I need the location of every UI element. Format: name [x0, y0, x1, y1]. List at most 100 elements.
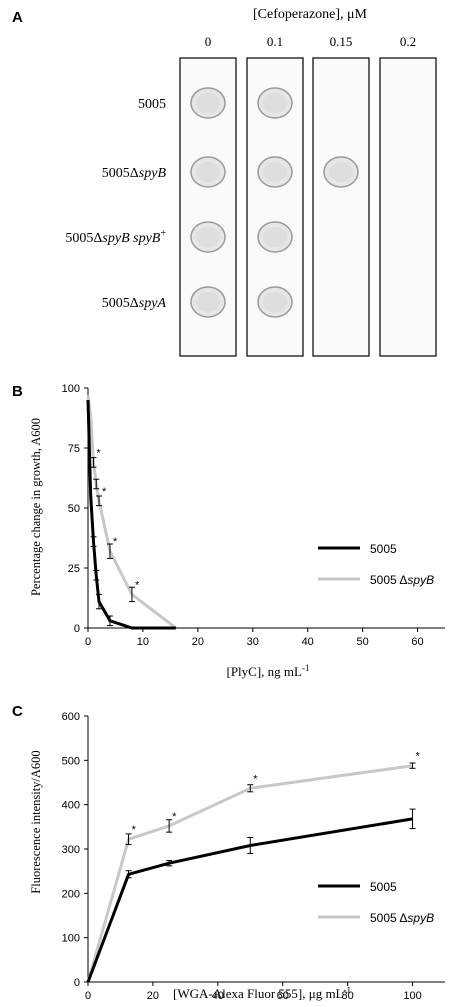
- series-line: [86, 399, 176, 630]
- concentration-label: 0.1: [267, 34, 283, 49]
- error-bar: [247, 784, 254, 793]
- y-tick-label: 100: [62, 933, 80, 945]
- panel-b-ylabel: Percentage change in growth, A600: [29, 418, 43, 596]
- x-tick-label: 30: [247, 636, 259, 648]
- error-bar: [247, 836, 254, 854]
- y-tick-label: 0: [74, 623, 80, 635]
- concentration-label: 0.2: [400, 34, 416, 49]
- y-tick-label: 25: [68, 563, 80, 575]
- legend-label-5005: 5005: [370, 880, 397, 894]
- y-tick-label: 100: [62, 383, 80, 395]
- panel-b-legend: 5005 5005 ΔspyB: [318, 542, 434, 587]
- panel-c-xlabel: [WGA-Alexa Fluor 555], μg mL-1: [173, 985, 351, 1001]
- y-tick-label: 200: [62, 888, 80, 900]
- error-bar: [90, 536, 97, 547]
- error-bar: [166, 819, 173, 833]
- panel-a-title: [Cefoperazone], μM: [253, 7, 368, 22]
- spot-texture: [196, 292, 220, 312]
- y-tick-label: 50: [68, 503, 80, 515]
- series-mutant: [86, 762, 416, 983]
- spot-texture: [263, 227, 287, 247]
- series-wt: [86, 399, 176, 630]
- x-tick-label: 0: [85, 636, 91, 648]
- legend-label-5005-spyb: 5005 ΔspyB: [370, 573, 434, 587]
- error-bar: [95, 495, 102, 507]
- series-line: [86, 764, 413, 983]
- plate-strip: [379, 57, 437, 357]
- y-tick-label: 600: [62, 711, 80, 723]
- x-tick-label: 20: [192, 636, 204, 648]
- significance-marker: *: [253, 773, 258, 785]
- x-tick-label: 20: [147, 990, 159, 1002]
- panel-a: A [Cefoperazone], μM 0 0.1 0.15 0.2 5005500…: [12, 7, 437, 357]
- significance-marker: *: [102, 486, 107, 498]
- plate-strip: [246, 57, 304, 357]
- x-tick-label: 100: [403, 990, 421, 1002]
- spot-texture: [196, 227, 220, 247]
- error-bar: [166, 860, 173, 867]
- spot-texture: [329, 162, 353, 182]
- panel-c: C Fluorescence intensity/A600 [WGA-Alexa…: [12, 703, 445, 1002]
- strip-frame: [312, 57, 370, 357]
- error-bar: [128, 586, 135, 603]
- strain-label: 5005ΔspyA: [102, 296, 167, 311]
- panel-b-xlabel: [PlyC], ng mL-1: [227, 663, 310, 679]
- strain-labels: 5005 5005ΔspyB 5005ΔspyB spyB+ 5005ΔspyA: [65, 97, 166, 311]
- y-tick-label: 500: [62, 755, 80, 767]
- x-tick-label: 40: [212, 990, 224, 1002]
- panel-b-letter: B: [12, 383, 23, 400]
- strain-label: 5005: [138, 97, 166, 112]
- significance-marker: *: [132, 824, 137, 836]
- spot-texture: [196, 162, 220, 182]
- error-bar: [106, 543, 113, 559]
- plate-strips: [179, 57, 437, 357]
- spot-texture: [263, 292, 287, 312]
- series-mutant: [86, 395, 177, 630]
- significance-marker: *: [113, 536, 118, 548]
- x-tick-label: 40: [302, 636, 314, 648]
- spot-texture: [263, 162, 287, 182]
- x-tick-label: 60: [411, 636, 423, 648]
- x-tick-label: 0: [85, 990, 91, 1002]
- x-tick-label: 80: [342, 990, 354, 1002]
- significance-marker: *: [172, 811, 177, 823]
- panel-a-letter: A: [12, 9, 23, 26]
- significance-marker: *: [96, 447, 101, 459]
- spot-texture: [196, 93, 220, 113]
- panel-b-plot-area: 0 25 50 75 100 0 10 20 30 40 50 60 * * * *: [62, 383, 445, 648]
- spot-texture: [263, 93, 287, 113]
- error-bar: [95, 593, 102, 610]
- strip-frame: [379, 57, 437, 357]
- error-bar: [409, 808, 416, 830]
- panel-c-legend: 5005 5005 ΔspyB: [318, 880, 434, 925]
- panel-c-ylabel: Fluorescence intensity/A600: [29, 750, 43, 893]
- strain-label: 5005ΔspyB: [102, 166, 167, 181]
- significance-marker: *: [416, 751, 421, 763]
- y-tick-label: 300: [62, 844, 80, 856]
- error-bar: [125, 833, 132, 846]
- panel-c-letter: C: [12, 703, 23, 720]
- series-line: [86, 395, 177, 630]
- concentration-label: 0: [205, 34, 212, 49]
- legend-label-5005-spyb: 5005 ΔspyB: [370, 911, 434, 925]
- panel-c-plot-area: 0 100 200 300 400 500 600 0 20 40 60 80 100 * * * *: [62, 711, 445, 1002]
- x-tick-label: 60: [277, 990, 289, 1002]
- error-bar: [125, 870, 132, 879]
- error-bar: [106, 615, 113, 627]
- plate-strip: [312, 57, 370, 357]
- y-tick-label: 75: [68, 443, 80, 455]
- y-tick-label: 0: [74, 977, 80, 989]
- series-wt: [86, 808, 416, 983]
- panel-b: B Percentage change in growth, A600 [Ply…: [12, 383, 445, 679]
- concentration-label: 0.15: [330, 34, 353, 49]
- plate-strip: [179, 57, 237, 357]
- error-bar: [93, 569, 100, 581]
- error-bar: [93, 478, 100, 490]
- concentration-labels: 0 0.1 0.15 0.2: [205, 34, 416, 49]
- x-tick-label: 10: [137, 636, 149, 648]
- strain-label: 5005ΔspyB spyB+: [65, 228, 166, 246]
- error-bar: [90, 457, 97, 468]
- significance-marker: *: [135, 579, 140, 591]
- legend-label-5005: 5005: [370, 542, 397, 556]
